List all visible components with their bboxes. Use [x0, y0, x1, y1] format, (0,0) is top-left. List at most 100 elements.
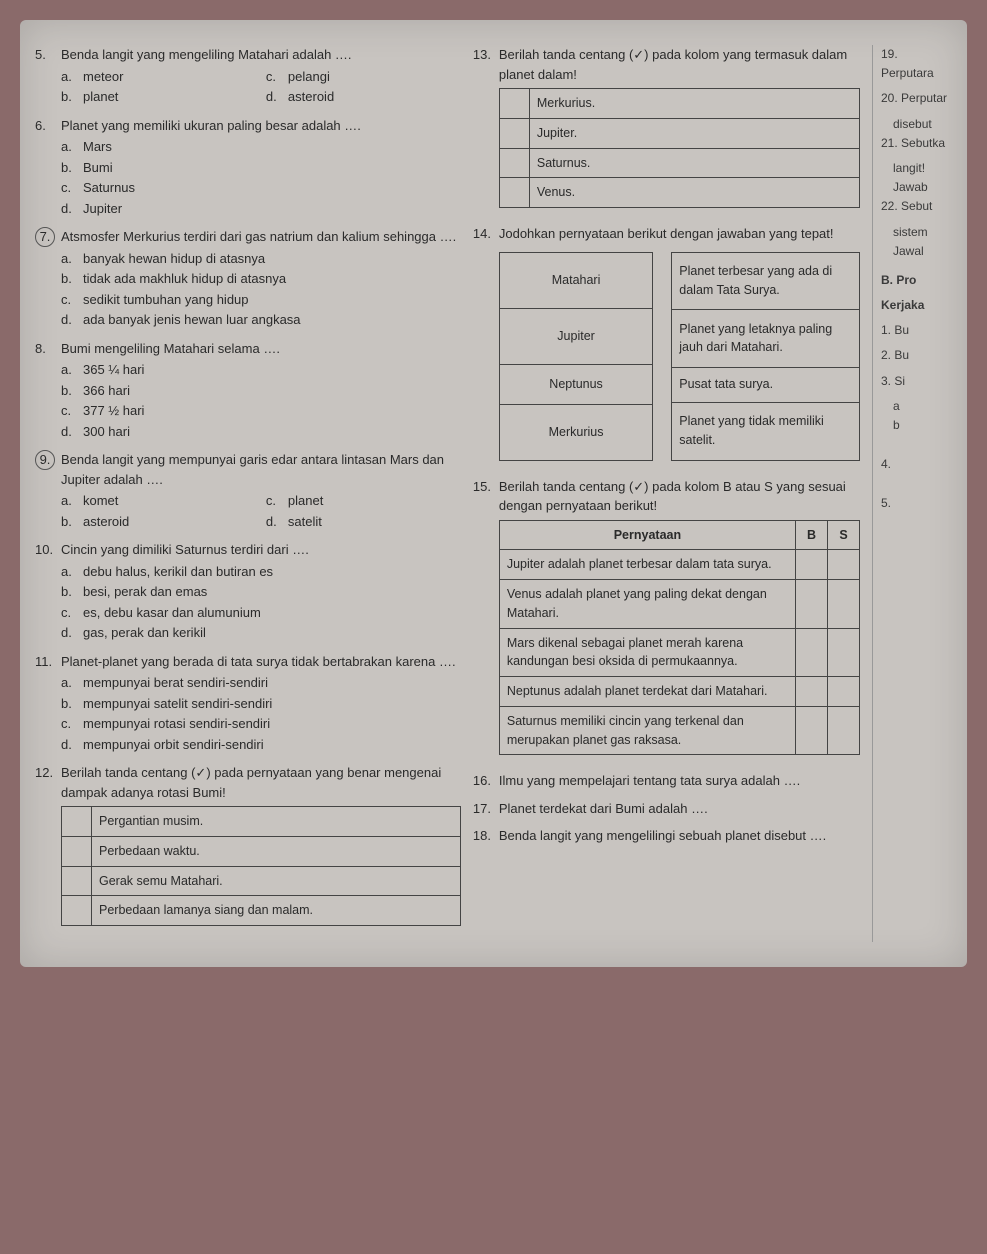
- table-row: Neptunus adalah planet terdekat dari Mat…: [499, 677, 859, 707]
- edge-q20: 20. Perputar: [881, 89, 952, 108]
- edge-q22: 22. Sebut: [881, 197, 952, 216]
- check-b[interactable]: [796, 580, 828, 629]
- qnum: 8.: [35, 339, 61, 443]
- qnum: 18.: [473, 826, 499, 846]
- stmt-cell: Mars dikenal sebagai planet merah karena…: [499, 628, 795, 677]
- edge-section-b: B. Pro: [881, 271, 952, 290]
- question-11: 11. Planet-planet yang berada di tata su…: [35, 652, 461, 756]
- table-row: Jupiter.: [499, 118, 859, 148]
- check-s[interactable]: [828, 628, 860, 677]
- stmt-cell: Venus.: [529, 178, 859, 208]
- opt-a: debu halus, kerikil dan butiran es: [83, 562, 273, 582]
- qtext: Planet terdekat dari Bumi adalah ….: [499, 799, 860, 819]
- question-8: 8. Bumi mengeliling Matahari selama …. a…: [35, 339, 461, 443]
- question-14: 14. Jodohkan pernyataan berikut dengan j…: [473, 224, 860, 469]
- opt-a: mempunyai berat sendiri-sendiri: [83, 673, 268, 693]
- check-s[interactable]: [828, 550, 860, 580]
- match-left: Merkurius: [499, 404, 652, 460]
- qnum: 10.: [35, 540, 61, 644]
- stmt-cell: Neptunus adalah planet terdekat dari Mat…: [499, 677, 795, 707]
- check-cell[interactable]: [62, 866, 92, 896]
- opt-d: ada banyak jenis hewan luar angkasa: [83, 310, 301, 330]
- th-s: S: [828, 520, 860, 550]
- opt-d: satelit: [288, 512, 322, 532]
- opt-d: asteroid: [288, 87, 334, 107]
- qtext: Planet-planet yang berada di tata surya …: [61, 652, 461, 672]
- match-left: Neptunus: [499, 364, 652, 404]
- table-row: Gerak semu Matahari.: [62, 866, 461, 896]
- table-row: Perbedaan waktu.: [62, 836, 461, 866]
- opt-d: gas, perak dan kerikil: [83, 623, 206, 643]
- next-page-edge: 19. Perputara 20. Perputar disebut 21. S…: [872, 45, 952, 942]
- edge-q21: 21. Sebutka: [881, 134, 952, 153]
- check-s[interactable]: [828, 706, 860, 755]
- q15-table: Pernyataan B S Jupiter adalah planet ter…: [499, 520, 860, 756]
- opt-a: komet: [83, 491, 118, 511]
- opt-c: Saturnus: [83, 178, 135, 198]
- question-12: 12. Berilah tanda centang (✓) pada perny…: [35, 763, 461, 934]
- stmt-cell: Jupiter.: [529, 118, 859, 148]
- opt-d: mempunyai orbit sendiri-sendiri: [83, 735, 264, 755]
- qnum: 5.: [35, 45, 61, 108]
- question-6: 6. Planet yang memiliki ukuran paling be…: [35, 116, 461, 220]
- table-row: Jupiter adalah planet terbesar dalam tat…: [499, 550, 859, 580]
- qnum: 16.: [473, 771, 499, 791]
- worksheet-page: 5. Benda langit yang mengeliling Matahar…: [20, 20, 967, 967]
- th-b: B: [796, 520, 828, 550]
- table-row: Saturnus memiliki cincin yang terkenal d…: [499, 706, 859, 755]
- stmt-cell: Perbedaan waktu.: [92, 836, 461, 866]
- opt-c: planet: [288, 491, 323, 511]
- qnum: 14.: [473, 224, 499, 469]
- opt-b: asteroid: [83, 512, 129, 532]
- stmt-cell: Saturnus memiliki cincin yang terkenal d…: [499, 706, 795, 755]
- qnum: 11.: [35, 652, 61, 756]
- opt-d: Jupiter: [83, 199, 122, 219]
- check-b[interactable]: [796, 677, 828, 707]
- left-column: 5. Benda langit yang mengeliling Matahar…: [35, 45, 461, 942]
- question-16: 16. Ilmu yang mempelajari tentang tata s…: [473, 771, 860, 791]
- check-b[interactable]: [796, 706, 828, 755]
- opt-d: 300 hari: [83, 422, 130, 442]
- qtext: Bumi mengeliling Matahari selama ….: [61, 339, 461, 359]
- question-17: 17. Planet terdekat dari Bumi adalah ….: [473, 799, 860, 819]
- check-cell[interactable]: [499, 89, 529, 119]
- check-cell[interactable]: [62, 896, 92, 926]
- opt-c: pelangi: [288, 67, 330, 87]
- check-cell[interactable]: [499, 118, 529, 148]
- question-5: 5. Benda langit yang mengeliling Matahar…: [35, 45, 461, 108]
- qtext: Berilah tanda centang (✓) pada kolom yan…: [499, 45, 860, 84]
- q12-table: Pergantian musim. Perbedaan waktu. Gerak…: [61, 806, 461, 926]
- qnum: 7.: [35, 227, 61, 331]
- check-cell[interactable]: [499, 148, 529, 178]
- opt-b: mempunyai satelit sendiri-sendiri: [83, 694, 272, 714]
- opt-c: mempunyai rotasi sendiri-sendiri: [83, 714, 270, 734]
- qtext: Cincin yang dimiliki Saturnus terdiri da…: [61, 540, 461, 560]
- qtext: Jodohkan pernyataan berikut dengan jawab…: [499, 224, 860, 244]
- qnum: 12.: [35, 763, 61, 934]
- opt-b: planet: [83, 87, 118, 107]
- table-row: Pergantian musim.: [62, 807, 461, 837]
- opt-b: tidak ada makhluk hidup di atasnya: [83, 269, 286, 289]
- qnum: 9.: [35, 450, 61, 532]
- check-b[interactable]: [796, 550, 828, 580]
- stmt-cell: Perbedaan lamanya siang dan malam.: [92, 896, 461, 926]
- match-left: Matahari: [499, 252, 652, 308]
- qtext: Benda langit yang mengelilingi sebuah pl…: [499, 826, 860, 846]
- opt-a: Mars: [83, 137, 112, 157]
- check-s[interactable]: [828, 677, 860, 707]
- opt-b: besi, perak dan emas: [83, 582, 207, 602]
- check-cell[interactable]: [62, 836, 92, 866]
- th-pernyataan: Pernyataan: [499, 520, 795, 550]
- question-10: 10. Cincin yang dimiliki Saturnus terdir…: [35, 540, 461, 644]
- check-s[interactable]: [828, 580, 860, 629]
- table-row: Venus.: [499, 178, 859, 208]
- check-cell[interactable]: [499, 178, 529, 208]
- qtext: Atsmosfer Merkurius terdiri dari gas nat…: [61, 227, 461, 247]
- qtext: Berilah tanda centang (✓) pada pernyataa…: [61, 763, 461, 802]
- check-b[interactable]: [796, 628, 828, 677]
- stmt-cell: Venus adalah planet yang paling dekat de…: [499, 580, 795, 629]
- edge-kerjaka: Kerjaka: [881, 296, 952, 315]
- qtext: Ilmu yang mempelajari tentang tata surya…: [499, 771, 860, 791]
- check-cell[interactable]: [62, 807, 92, 837]
- question-7: 7. Atsmosfer Merkurius terdiri dari gas …: [35, 227, 461, 331]
